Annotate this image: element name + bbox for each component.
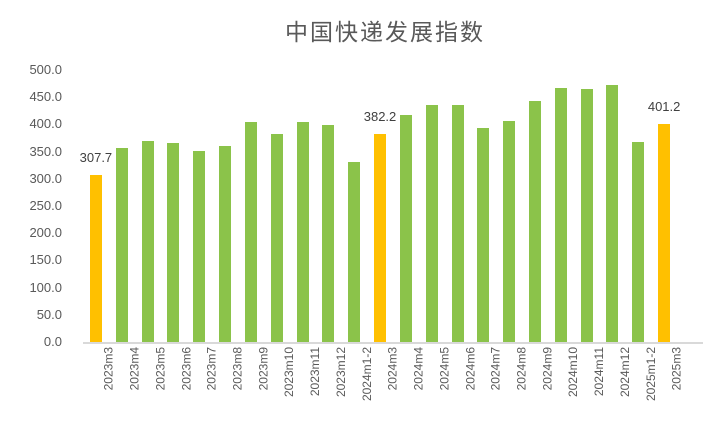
bar-slot-2024m6	[445, 70, 471, 342]
y-tick-label: 0.0	[43, 334, 62, 349]
bar-slot-2024m10	[548, 70, 574, 342]
x-tick-slot-2024m12: 2024m12	[600, 347, 632, 442]
bar-slot-2024m4	[393, 70, 419, 342]
bar-slot-2023m7	[186, 70, 212, 342]
bar-slot-2023m5	[135, 70, 161, 342]
x-tick-slot-2023m12: 2023m12	[315, 347, 348, 442]
bar-2023m5	[141, 141, 154, 342]
x-tick-slot-2024m3: 2024m3	[367, 347, 400, 442]
x-tick-slot-2024m6: 2024m6	[445, 347, 477, 442]
x-tick-slot-2024m9: 2024m9	[522, 347, 555, 442]
bar-2024m3	[374, 134, 387, 342]
x-tick-slot-2024m5: 2024m5	[419, 347, 451, 442]
x-axis-labels: 2023m3 2023m4 2023m5 2023m6 2023m7 2023m8 2023…	[83, 347, 703, 442]
bar-slot-2023m6	[160, 70, 186, 342]
bar-2023m7	[193, 151, 206, 342]
y-tick-label: 150.0	[29, 252, 62, 268]
bar-2024m10	[554, 88, 567, 342]
x-tick-slot-2023m5: 2023m5	[135, 347, 167, 442]
bar-2023m9	[244, 122, 257, 342]
x-tick-slot-2024m1-2: 2024m1-2	[341, 347, 374, 442]
bar-slot-2025m3: 401.2	[648, 70, 680, 342]
bar-slot-2024m7	[470, 70, 496, 342]
bar-2024m7	[477, 128, 490, 342]
bar-2023m11	[296, 122, 309, 342]
x-tick-slot-2025m3: 2025m3	[651, 347, 684, 442]
x-tick-slot-2023m6: 2023m6	[160, 347, 193, 442]
y-tick-label: 300.0	[29, 170, 62, 186]
x-tick-slot-2023m3: 2023m3	[83, 347, 115, 442]
bar-slot-2023m12	[315, 70, 341, 342]
bar-slot-2023m8	[212, 70, 238, 342]
bar-slot-2024m8	[496, 70, 522, 342]
x-tick-slot-2024m10: 2024m10	[548, 347, 580, 442]
bar-slot-2023m9	[238, 70, 264, 342]
x-tick-slot-2024m7: 2024m7	[470, 347, 503, 442]
bar-2024m6	[451, 105, 464, 342]
x-tick-slot-2023m4: 2023m4	[109, 347, 141, 442]
bar-2024m1-2	[348, 162, 361, 342]
bar-slot-2023m10	[264, 70, 290, 342]
bar-2024m11	[580, 89, 593, 342]
bar-slot-2023m11	[290, 70, 316, 342]
x-tick-slot-2023m11: 2023m11	[290, 347, 322, 442]
x-tick-slot-2024m11: 2024m11	[574, 347, 606, 442]
data-label-2024m3: 382.2	[363, 109, 397, 124]
bar-2024m4	[399, 115, 412, 342]
x-tick-slot-2023m8: 2023m8	[212, 347, 245, 442]
bar-2025m1-2	[632, 142, 645, 342]
x-tick-slot-2023m9: 2023m9	[238, 347, 270, 442]
y-tick-label: 500.0	[29, 62, 62, 77]
bar-2024m5	[425, 105, 438, 342]
y-tick-label: 100.0	[29, 279, 62, 295]
bar-2024m8	[503, 121, 516, 342]
x-tick-label: 2025m3	[669, 347, 684, 391]
x-tick-slot-2024m8: 2024m8	[496, 347, 529, 442]
bar-slot-2024m5	[419, 70, 445, 342]
bar-2023m3	[89, 175, 102, 342]
y-tick-label: 450.0	[29, 89, 62, 105]
chart-title: 中国快递发展指数	[285, 20, 485, 46]
data-label-2023m3: 307.7	[79, 150, 113, 165]
x-axis-line	[83, 342, 703, 344]
data-label-2025m3: 401.2	[647, 99, 681, 114]
y-tick-label: 350.0	[29, 143, 62, 159]
x-tick-slot-2023m7: 2023m7	[186, 347, 219, 442]
bar-2025m3	[658, 124, 671, 342]
plot-area: 307.7 382.2 401.2	[80, 70, 703, 342]
bar-2023m6	[167, 143, 180, 342]
bar-slot-2024m1-2	[341, 70, 367, 342]
x-tick-slot-2024m4: 2024m4	[393, 347, 425, 442]
bar-slot-2023m3: 307.7	[80, 70, 112, 342]
bar-slot-2024m11	[574, 70, 600, 342]
y-tick-label: 400.0	[29, 116, 62, 132]
bar-slot-2024m3: 382.2	[364, 70, 396, 342]
bar-slot-2025m1-2	[625, 70, 651, 342]
y-tick-label: 200.0	[29, 225, 62, 241]
bar-slot-2023m4	[109, 70, 135, 342]
bar-2023m10	[270, 134, 283, 342]
x-tick-slot-2023m10: 2023m10	[264, 347, 296, 442]
bar-2024m9	[528, 101, 541, 342]
y-tick-label: 250.0	[29, 198, 62, 213]
bar-slot-2024m9	[522, 70, 548, 342]
bar-2023m8	[219, 146, 232, 342]
bar-slot-2024m12	[600, 70, 626, 342]
y-tick-label: 50.0	[36, 306, 62, 322]
bar-2023m12	[322, 125, 335, 342]
bar-2024m12	[606, 85, 619, 342]
bar-2023m4	[115, 148, 128, 342]
x-tick-slot-2025m1-2: 2025m1-2	[625, 347, 658, 442]
